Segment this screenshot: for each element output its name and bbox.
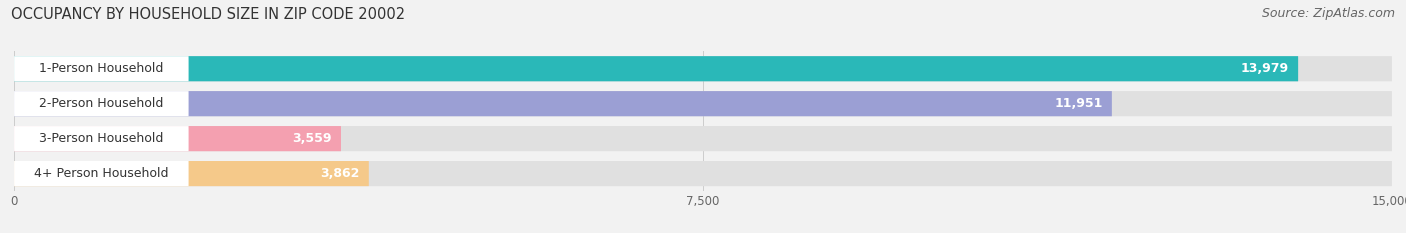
FancyBboxPatch shape — [14, 91, 1392, 116]
Text: 3,559: 3,559 — [292, 132, 332, 145]
Text: 11,951: 11,951 — [1054, 97, 1102, 110]
Text: 2-Person Household: 2-Person Household — [39, 97, 163, 110]
Text: 13,979: 13,979 — [1241, 62, 1289, 75]
FancyBboxPatch shape — [14, 161, 188, 186]
FancyBboxPatch shape — [14, 91, 188, 116]
Text: OCCUPANCY BY HOUSEHOLD SIZE IN ZIP CODE 20002: OCCUPANCY BY HOUSEHOLD SIZE IN ZIP CODE … — [11, 7, 405, 22]
FancyBboxPatch shape — [14, 126, 342, 151]
FancyBboxPatch shape — [14, 56, 188, 81]
FancyBboxPatch shape — [14, 161, 368, 186]
FancyBboxPatch shape — [14, 56, 1392, 81]
Text: 1-Person Household: 1-Person Household — [39, 62, 163, 75]
Text: 4+ Person Household: 4+ Person Household — [34, 167, 169, 180]
Text: Source: ZipAtlas.com: Source: ZipAtlas.com — [1261, 7, 1395, 20]
FancyBboxPatch shape — [14, 161, 1392, 186]
FancyBboxPatch shape — [14, 56, 1298, 81]
Text: 3,862: 3,862 — [321, 167, 360, 180]
Text: 3-Person Household: 3-Person Household — [39, 132, 163, 145]
FancyBboxPatch shape — [14, 126, 1392, 151]
FancyBboxPatch shape — [14, 91, 1112, 116]
FancyBboxPatch shape — [14, 126, 188, 151]
